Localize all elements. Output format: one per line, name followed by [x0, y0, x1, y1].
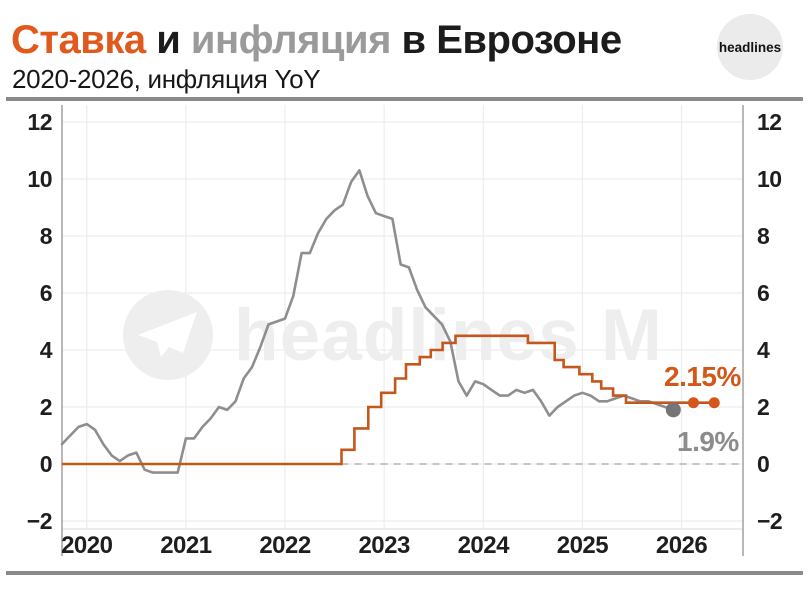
series-layer — [60, 169, 743, 474]
y-axis-tick-label-left: −2 — [27, 508, 52, 534]
y-axis-tick-label-left: 12 — [27, 109, 52, 135]
y-axis-tick-label-left: 10 — [27, 166, 52, 192]
rate-end-dot — [708, 397, 720, 409]
inflation-line — [60, 169, 675, 474]
page-title: Ставка и инфляция в Еврозоне — [11, 18, 622, 63]
chart-subtitle: 2020-2026, инфляция YoY — [12, 64, 321, 94]
y-axis-tick-label-right: 8 — [757, 223, 770, 249]
x-axis-tick-label: 2024 — [458, 532, 511, 559]
y-axis-tick-label-right: 6 — [757, 280, 769, 306]
x-axis-tick-label: 2022 — [259, 532, 311, 559]
y-axis-tick-label-left: 6 — [40, 280, 52, 306]
title-mid: и — [145, 18, 191, 62]
headlines-logo-badge: headlines — [717, 14, 783, 80]
y-axis-tick-label-right: −2 — [757, 508, 782, 534]
rate-step-line — [62, 334, 715, 466]
y-axis-tick-label-left: 0 — [40, 451, 52, 477]
y-axis-tick-label-right: 10 — [757, 166, 782, 192]
headlines-logo-text: headlines — [718, 39, 782, 55]
x-axis-tick-label: 2026 — [656, 532, 708, 559]
y-axis-tick-label-left: 4 — [40, 337, 53, 363]
y-axis-tick-label-right: 12 — [757, 109, 782, 135]
x-axis-tick-label: 2020 — [61, 532, 113, 559]
x-axis-tick-label: 2023 — [358, 532, 410, 559]
title-gray: инфляция — [190, 18, 392, 62]
axis-label-layer: −2 −2 0 0 2 2 4 4 6 6 8 8 10 10 12 12 2020 2021 2022 2023 20… — [27, 109, 783, 559]
inflation-end-annotation: 1.9% — [677, 426, 739, 457]
y-axis-tick-label-left: 8 — [40, 223, 53, 249]
x-axis-tick-label: 2025 — [557, 532, 609, 559]
x-axis-tick-label: 2021 — [160, 532, 212, 559]
title-accent: Ставка — [11, 18, 146, 62]
top-divider — [6, 97, 803, 101]
rate-end-annotation: 2.15% — [664, 361, 741, 392]
bottom-divider — [6, 571, 803, 575]
axis-layer — [61, 105, 744, 556]
y-axis-tick-label-right: 4 — [757, 337, 770, 363]
title-rest: в Еврозоне — [390, 18, 623, 62]
y-axis-tick-label-left: 2 — [40, 394, 52, 420]
inflation-end-dot — [665, 402, 681, 418]
rate-end-dot — [687, 397, 699, 409]
telegram-plane-icon — [138, 312, 197, 357]
y-axis-tick-label-right: 0 — [757, 451, 769, 477]
y-axis-tick-label-right: 2 — [757, 394, 769, 420]
watermark-layer: headlines M — [123, 290, 662, 380]
